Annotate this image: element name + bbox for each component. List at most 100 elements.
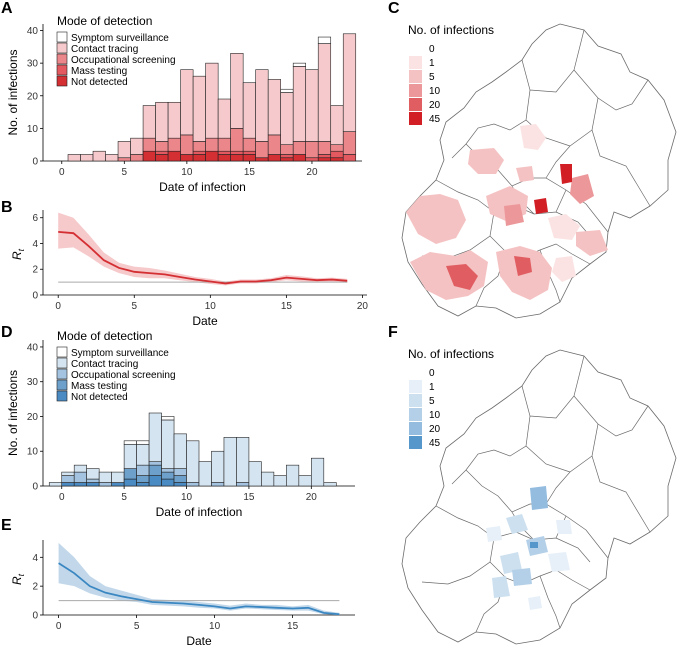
region-c-center-hot <box>534 198 548 214</box>
panel-b-x-tick-label: 10 <box>205 301 217 312</box>
legend-c-title: No. of infections <box>408 23 494 37</box>
panel-d-x-axis-title: Date of infection <box>156 505 243 519</box>
panel-d-bar-segment <box>161 471 175 480</box>
panel-d-legend-label: Not detected <box>71 392 128 403</box>
panel-d-bar-segment <box>61 475 75 483</box>
panel-a-bar-segment <box>292 141 307 155</box>
panel-a-bar-segment <box>92 150 106 162</box>
panel-d-bar-segment <box>173 433 187 469</box>
panel-d-bar-segment <box>148 412 162 462</box>
panel-d-bar-segment <box>136 475 150 483</box>
region-f-center-hot <box>530 542 538 548</box>
panel-d-x-tick-label: 15 <box>243 492 255 503</box>
panel-a-bar-segment <box>255 69 269 142</box>
map-f-legend-swatch <box>409 408 422 421</box>
panel-a-bar-segment <box>105 154 119 162</box>
map-c <box>401 23 677 319</box>
map-c-legend-label: 20 <box>429 100 441 111</box>
panel-d-bar-segment <box>273 475 287 487</box>
panel-e-y-axis-title: Rt <box>10 573 26 585</box>
map-c-legend-label: 5 <box>429 72 435 83</box>
panel-d-bar-segment <box>136 440 150 445</box>
panel-b-y-tick-label: 0 <box>32 291 38 302</box>
panel-a-bar-segment <box>280 92 294 145</box>
panel-a-x-tick-label: 10 <box>181 167 193 178</box>
panel-d-bar-segment <box>136 482 150 487</box>
panel-d-bar-segment <box>123 468 137 480</box>
panel-a-bar-segment <box>117 141 131 159</box>
panel-d-bar-segment <box>86 478 100 483</box>
panel-e-x-tick-label: 0 <box>56 621 62 632</box>
panel-a-bar-segment <box>192 154 206 162</box>
panel-a-bar-segment <box>217 154 231 162</box>
panel-b-rt-line <box>58 230 348 285</box>
panel-d-legend-title: Mode of detection <box>57 329 152 343</box>
panel-b-x-tick-label: 5 <box>131 301 137 312</box>
panel-d-bar-segment <box>186 482 200 487</box>
panel-a-legend-label: Mass testing <box>71 66 127 77</box>
map-f-legend-label: 45 <box>429 438 441 449</box>
panel-b-y-tick-label: 6 <box>32 213 38 224</box>
panel-b-x-tick-label: 15 <box>281 301 293 312</box>
map-f-legend-label: 1 <box>429 382 435 393</box>
map-c-legend-swatch <box>409 98 422 111</box>
panel-label-f: F <box>388 324 398 341</box>
panel-a-x-tick-label: 20 <box>306 167 318 178</box>
panel-a-bar-segment <box>317 154 332 159</box>
panel-a-y-tick-label: 0 <box>32 157 38 168</box>
panel-a-legend-label: Not detected <box>71 77 128 88</box>
panel-d-bar-segment <box>86 482 100 487</box>
panel-label-e: E <box>1 517 12 534</box>
panel-e-y-axis-title-sub: t <box>17 573 26 576</box>
map-f-legend-label: 20 <box>429 424 441 435</box>
panel-a-bar-segment <box>192 141 206 152</box>
region-c-south-east <box>552 256 576 282</box>
map-c-legend-swatch <box>409 56 422 69</box>
panel-d-legend-swatch <box>56 390 68 402</box>
map-c-outline <box>401 23 677 319</box>
panel-a-bar-segment <box>217 150 231 155</box>
panel-a-bar-segment <box>67 154 81 162</box>
panel-a-bar-segment <box>205 62 219 139</box>
panel-d-bar-segment <box>161 468 175 473</box>
region-c-south-hot <box>514 256 532 276</box>
panel-d-bar-segment <box>48 482 63 487</box>
panel-d-legend-label: Occupational screening <box>71 370 176 381</box>
region-f-southeast <box>548 552 570 572</box>
panel-d-y-tick-label: 0 <box>32 482 38 493</box>
panel-a-bar-segment <box>180 69 194 136</box>
panel-a-bar-segment <box>230 53 244 129</box>
legend-f-title: No. of infections <box>408 347 494 361</box>
panel-d-legend-swatch <box>56 346 68 358</box>
panel-a-y-tick-label: 40 <box>27 26 39 37</box>
panel-d-bar-segment <box>61 482 75 487</box>
region-f-south-b <box>492 576 510 598</box>
panel-a-bar-segment <box>155 101 169 142</box>
panel-a-legend-swatch <box>56 42 68 54</box>
panel-d-bar-segment <box>123 478 137 487</box>
panel-d-bar-segment <box>298 475 312 487</box>
panel-a-bar-segment <box>155 141 169 152</box>
panel-a-bar-segment <box>242 82 256 139</box>
map-f-legend-label: 0 <box>429 368 435 379</box>
map-c-legend-label: 45 <box>429 114 441 125</box>
panel-a-x-tick-label: 15 <box>244 167 256 178</box>
map-c-legend-swatch <box>409 42 422 55</box>
panel-a-y-tick-label: 20 <box>27 91 39 102</box>
panel-d-x-tick-label: 0 <box>59 492 65 503</box>
panel-d-y-axis-title: No. of infections <box>6 370 20 456</box>
panel-d-bar-segment <box>186 440 200 483</box>
panel-label-c: C <box>388 0 400 17</box>
region-c-center-north <box>516 166 534 182</box>
region-c-east-hot <box>560 164 572 184</box>
panel-d-bar-segment <box>123 440 137 445</box>
panel-a-bar-segment <box>242 150 256 155</box>
panel-d-y-tick-label: 40 <box>27 342 39 353</box>
panel-a-bar-segment <box>230 128 244 152</box>
panel-d-legend-label: Symptom surveillance <box>71 348 169 359</box>
map-c-legend-swatch <box>409 70 422 83</box>
panel-a-bar-segment <box>342 154 357 162</box>
panel-a-bar-segment <box>192 150 206 155</box>
panel-d-bar-segment <box>148 475 162 487</box>
